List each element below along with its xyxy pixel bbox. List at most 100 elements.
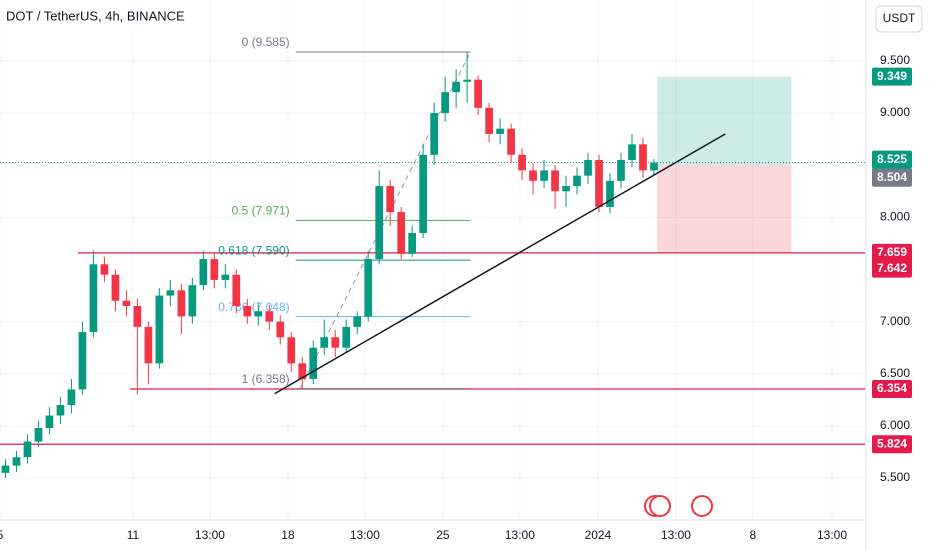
candle-body — [397, 212, 406, 254]
candle-body — [23, 441, 32, 458]
y-tick-label: 7.000 — [880, 314, 910, 328]
price-tag — [872, 168, 912, 187]
chart-title: DOT / TetherUS, 4h, BINANCE — [6, 8, 185, 23]
candle-body — [540, 170, 548, 181]
x-tick-label: 13:00 — [350, 528, 380, 542]
candle-body — [529, 170, 537, 181]
candle-body — [353, 316, 362, 327]
fib-label: 0 (9.585) — [242, 35, 290, 49]
candle-body — [177, 290, 186, 317]
candle-body — [584, 159, 592, 176]
candle-body — [1, 465, 10, 473]
candle-body — [375, 186, 384, 260]
candle-body — [320, 337, 329, 348]
y-tick-label: 9.500 — [880, 53, 910, 67]
x-tick-label: 5 — [0, 528, 4, 542]
event-icon[interactable] — [649, 495, 671, 517]
candle-body — [210, 259, 219, 280]
candle-body — [243, 305, 252, 317]
price-tag-label: 8.525 — [877, 152, 907, 166]
x-tick-label: 13:00 — [505, 528, 535, 542]
candle-body — [155, 295, 164, 364]
candle-body — [276, 321, 285, 338]
candle-body — [485, 107, 493, 134]
price-tag-label: 9.349 — [877, 69, 907, 83]
candle-body — [595, 159, 603, 207]
candle-body — [221, 274, 230, 280]
candle-body — [342, 326, 351, 348]
x-tick-label: 13:00 — [817, 528, 847, 542]
trendline — [274, 133, 726, 395]
fib-label: 0.5 (7.971) — [232, 204, 290, 218]
price-tag-label: 7.659 — [877, 245, 907, 259]
x-tick-label: 2024 — [585, 528, 612, 542]
candle-body — [166, 290, 175, 296]
fib-label: 1 (6.358) — [242, 372, 290, 386]
candle-body — [45, 415, 54, 429]
price-tag — [872, 67, 912, 86]
candle-body — [386, 186, 395, 213]
candle-body — [573, 175, 581, 187]
candle-body — [408, 232, 417, 254]
candle-body — [133, 305, 142, 327]
candle-body — [34, 428, 43, 442]
candle-body — [496, 128, 504, 134]
candle-body — [617, 159, 625, 181]
price-tag — [872, 435, 912, 454]
candle-body — [551, 170, 559, 192]
candle-body — [441, 92, 449, 114]
candle-body — [463, 79, 471, 82]
candle-body — [254, 311, 263, 317]
candle-body — [188, 285, 197, 317]
candle-body — [628, 144, 636, 160]
candle-body — [144, 326, 153, 364]
candle-body — [265, 311, 274, 322]
profit-zone — [657, 76, 792, 165]
price-tag — [872, 259, 912, 278]
candle-body — [287, 337, 296, 364]
fib-label: 0.786 (7.048) — [218, 300, 289, 314]
price-tag — [872, 243, 912, 262]
candle-body — [364, 259, 373, 317]
candle-body — [67, 389, 76, 406]
candle-body — [650, 162, 658, 171]
candle-body — [474, 79, 482, 108]
candle-body — [12, 457, 21, 466]
price-tag-label: 7.642 — [877, 261, 907, 275]
price-tag — [872, 380, 912, 399]
plot: 0 (9.585) 0.5 (7.971) 0.618 (7.590) 0.786 (… — [0, 0, 865, 520]
candle-body — [122, 300, 131, 306]
currency-label[interactable]: USDT — [883, 11, 916, 25]
candle-body — [606, 180, 614, 207]
candle-body — [298, 363, 307, 379]
event-icon[interactable] — [691, 495, 713, 517]
price-tag-label: 8.504 — [877, 170, 907, 184]
candle-body — [111, 274, 120, 301]
currency-button[interactable] — [875, 5, 923, 33]
price-tag-label: 5.824 — [877, 436, 907, 450]
loss-zone — [657, 164, 792, 253]
candle-body — [639, 144, 647, 171]
y-tick-label: 6.500 — [880, 366, 910, 380]
candle-body — [562, 186, 570, 192]
price-tag-label: 6.354 — [877, 381, 907, 395]
x-tick-label: 13:00 — [195, 528, 225, 542]
candle-body — [331, 337, 340, 348]
x-tick-label: 13:00 — [661, 528, 691, 542]
candle-body — [199, 259, 208, 286]
fib-label: 0.618 (7.590) — [218, 243, 289, 257]
y-tick-label: 6.000 — [880, 418, 910, 432]
candle-body — [78, 332, 87, 390]
x-tick-label: 8 — [750, 528, 757, 542]
candle-body — [419, 154, 428, 233]
candle-body — [56, 405, 65, 416]
candle-body — [507, 128, 515, 155]
y-tick-label: 8.000 — [880, 210, 910, 224]
y-tick-label: 9.000 — [880, 105, 910, 119]
candle-body — [452, 81, 460, 93]
price-tag — [872, 150, 912, 169]
x-tick-label: 11 — [127, 528, 140, 542]
